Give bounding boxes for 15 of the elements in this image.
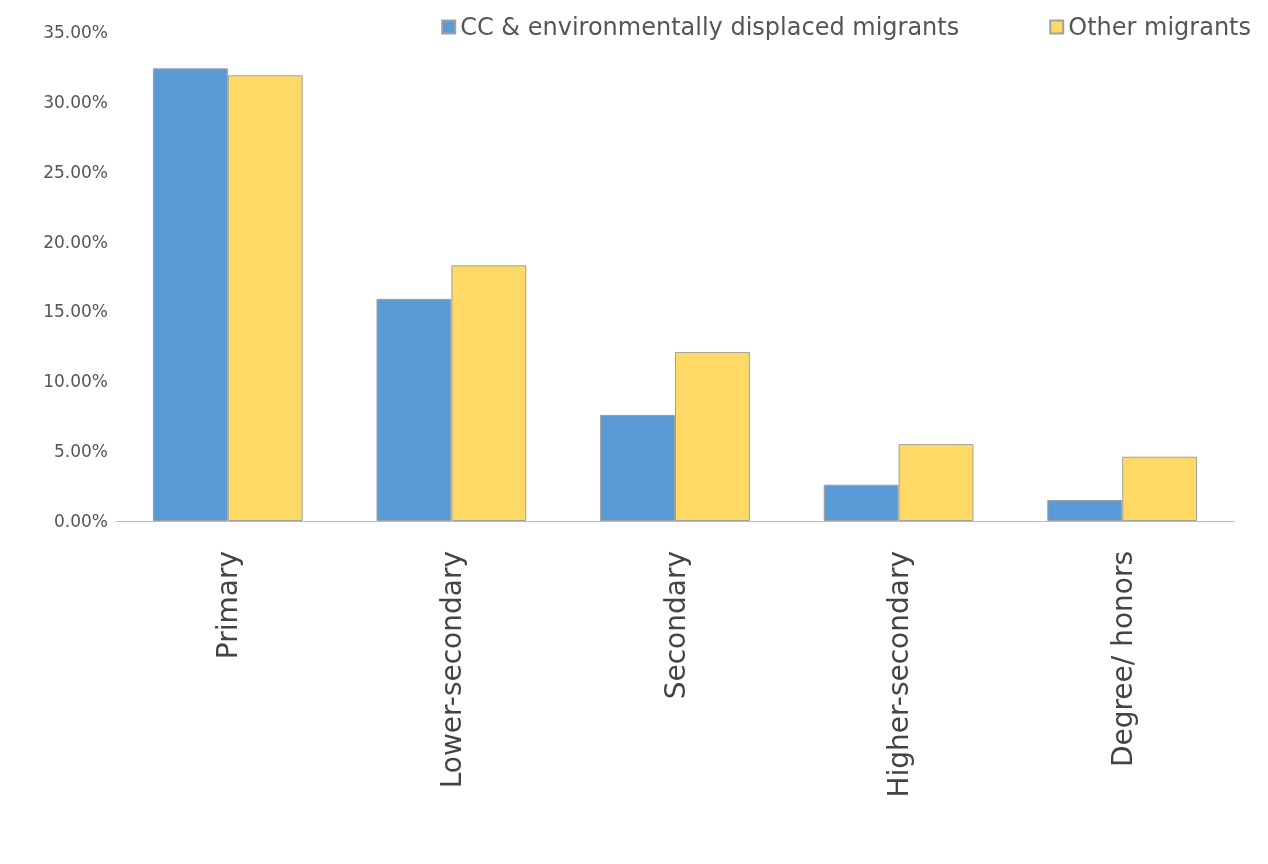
x-tick-label: Lower-secondary bbox=[434, 551, 468, 789]
x-tick-label: Degree/ honors bbox=[1105, 551, 1139, 768]
legend-label: Other migrants bbox=[1068, 13, 1252, 41]
y-tick-label: 5.00% bbox=[53, 441, 108, 462]
x-tick-label: Primary bbox=[211, 551, 245, 660]
y-tick-label: 25.00% bbox=[43, 161, 108, 182]
x-tick-label: Secondary bbox=[658, 551, 692, 700]
y-tick-label: 30.00% bbox=[43, 91, 108, 112]
y-tick-label: 0.00% bbox=[53, 511, 108, 531]
y-tick-label: 15.00% bbox=[43, 301, 108, 322]
y-tick-label: 10.00% bbox=[43, 371, 108, 392]
legend-label: CC & environmentally displaced migrants bbox=[460, 13, 960, 41]
y-tick-label: 20.00% bbox=[43, 231, 108, 252]
x-tick-label: Higher-secondary bbox=[882, 551, 916, 798]
y-tick-label: 35.00% bbox=[43, 22, 108, 42]
